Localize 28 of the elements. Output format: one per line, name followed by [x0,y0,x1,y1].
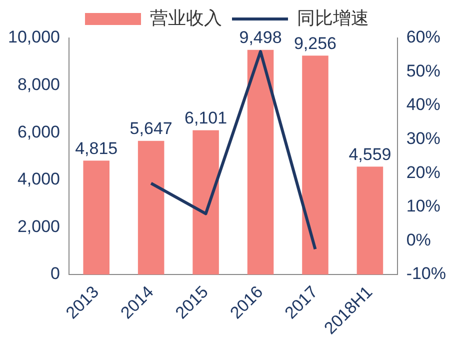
bar [83,160,110,274]
bar [247,50,274,274]
y-tick-label: 2,000 [17,216,60,236]
y-tick-label: 6,000 [17,122,60,142]
y2-tick-label: 20% [406,162,440,182]
bar [192,130,219,274]
legend-label: 同比增速 [297,8,369,28]
data-label: 4,815 [75,138,118,158]
bar [302,56,328,274]
y-tick-label: 8,000 [17,74,60,94]
data-label: 4,559 [348,144,392,164]
y2-tick-label: 0% [406,230,431,250]
data-label: 5,647 [130,119,172,138]
y2-tick-label: -10% [406,264,446,284]
bar [138,140,164,274]
y2-tick-label: 60% [406,28,440,47]
y-tick-label: 0 [50,264,60,284]
y2-tick-label: 40% [406,95,440,114]
legend-label: 营业收入 [150,8,222,28]
y-tick-label: 10,000 [8,28,60,47]
y2-tick-label: 30% [406,129,440,148]
data-label: 9,498 [239,28,282,48]
y2-tick-label: 10% [406,196,440,216]
y2-tick-label: 50% [406,61,440,80]
data-label: 9,256 [294,34,337,53]
y-tick-label: 4,000 [17,170,60,189]
bar [356,166,384,274]
data-label: 6,101 [184,108,228,128]
